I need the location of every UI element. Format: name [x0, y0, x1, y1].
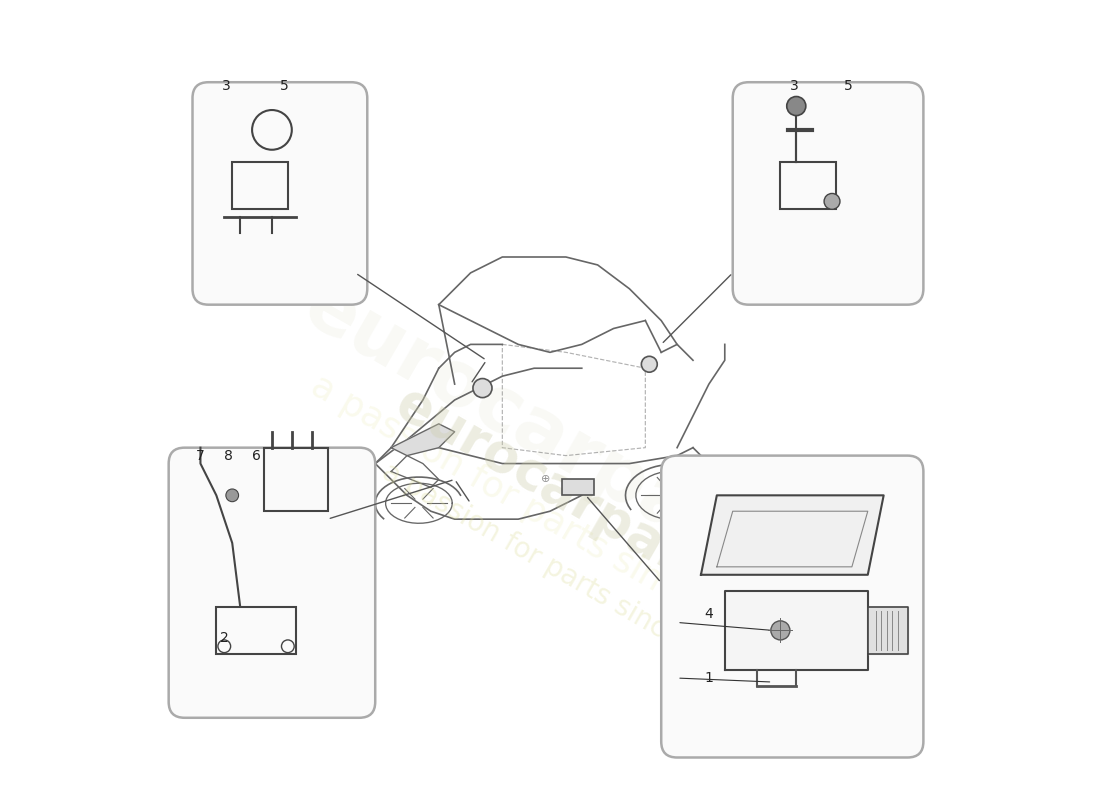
Text: 7: 7 — [196, 449, 205, 462]
Text: 4: 4 — [704, 607, 713, 622]
Text: 6: 6 — [252, 449, 261, 462]
Text: eurocarparts: eurocarparts — [290, 269, 810, 611]
Circle shape — [771, 621, 790, 640]
Text: 5: 5 — [279, 79, 288, 93]
Polygon shape — [725, 590, 868, 670]
Text: eurocarparts: eurocarparts — [387, 377, 745, 614]
Text: a passion for parts since 1985: a passion for parts since 1985 — [306, 368, 794, 670]
Text: 3: 3 — [221, 79, 230, 93]
Text: 2: 2 — [220, 631, 229, 646]
FancyBboxPatch shape — [192, 82, 367, 305]
Polygon shape — [868, 606, 908, 654]
Text: 8: 8 — [223, 449, 233, 462]
FancyBboxPatch shape — [168, 448, 375, 718]
Text: 3: 3 — [790, 79, 799, 93]
Text: a passion for parts since 1985: a passion for parts since 1985 — [377, 458, 755, 692]
Text: 1: 1 — [704, 671, 713, 685]
FancyBboxPatch shape — [661, 456, 923, 758]
Polygon shape — [562, 479, 594, 495]
Text: ⊕: ⊕ — [541, 474, 551, 485]
Circle shape — [824, 194, 840, 210]
Polygon shape — [701, 495, 883, 574]
Circle shape — [786, 97, 806, 115]
FancyBboxPatch shape — [733, 82, 923, 305]
Circle shape — [473, 378, 492, 398]
Circle shape — [226, 489, 239, 502]
Circle shape — [641, 356, 658, 372]
Polygon shape — [392, 424, 454, 456]
Text: 5: 5 — [844, 79, 852, 93]
